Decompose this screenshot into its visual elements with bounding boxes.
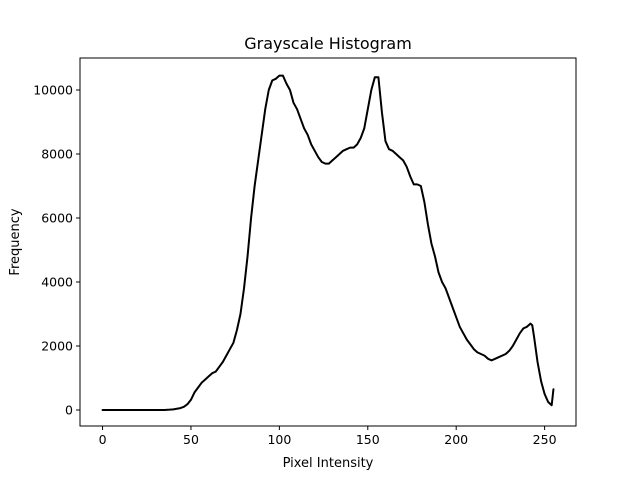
x-axis-ticks: 0 50 100 150 200 250	[99, 426, 557, 447]
y-tick-label: 6000	[41, 211, 73, 226]
y-tick-label: 10000	[33, 83, 73, 98]
x-tick-label: 150	[356, 432, 380, 447]
x-tick-label: 250	[533, 432, 557, 447]
histogram-line	[101, 74, 555, 411]
y-tick-label: 0	[65, 403, 73, 418]
y-tick-label: 2000	[41, 339, 73, 354]
x-tick-label: 0	[99, 432, 107, 447]
x-axis-label: Pixel Intensity	[283, 456, 374, 471]
chart-title: Grayscale Histogram	[244, 34, 412, 53]
plot-frame	[79, 57, 577, 427]
x-tick-label: 50	[183, 432, 199, 447]
y-axis-label: Frequency	[8, 208, 23, 275]
x-tick-label: 200	[444, 432, 468, 447]
y-axis-ticks: 0 2000 4000 6000 8000 10000	[33, 83, 80, 418]
y-tick-label: 8000	[41, 147, 73, 162]
y-tick-label: 4000	[41, 275, 73, 290]
x-tick-label: 100	[267, 432, 291, 447]
